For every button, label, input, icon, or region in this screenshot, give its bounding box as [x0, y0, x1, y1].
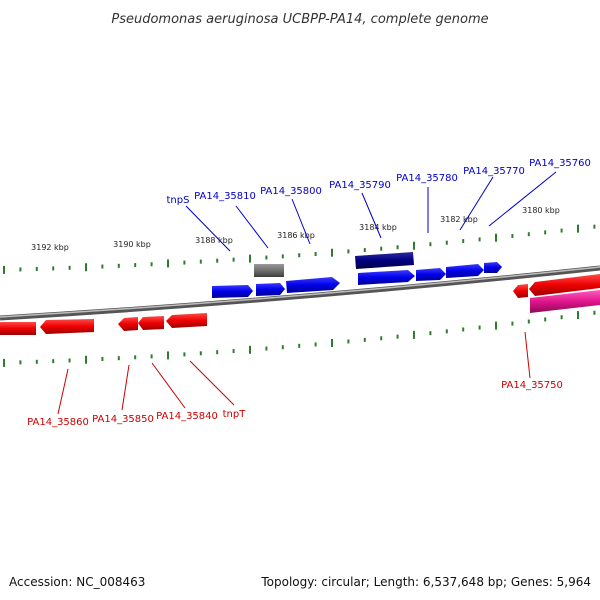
- gene-label-pa14-35850[interactable]: PA14_35850: [92, 414, 154, 425]
- gene-label-pa14-35760[interactable]: PA14_35760: [529, 158, 591, 169]
- forward-genes: [212, 252, 502, 298]
- gene-arrow-pa14-35750[interactable]: [529, 274, 600, 296]
- genome-backbone-highlight: [0, 266, 600, 318]
- gene-label-pa14-35810[interactable]: PA14_35810: [194, 191, 256, 202]
- scale-label-3190: 3190 kbp: [113, 240, 151, 249]
- gene-label-pa14-35790[interactable]: PA14_35790: [329, 180, 391, 191]
- gene-label-pa14-35840[interactable]: PA14_35840: [156, 411, 218, 422]
- gene-label-tnpt[interactable]: tnpT: [223, 409, 247, 420]
- gene-arrow-pa14-35770[interactable]: [446, 264, 484, 278]
- gene-label-pa14-35770[interactable]: PA14_35770: [463, 166, 525, 177]
- gene-label-pa14-35860[interactable]: PA14_35860: [27, 417, 89, 428]
- scale-label-3186: 3186 kbp: [277, 231, 315, 240]
- bottom-label-leaders: [57, 331, 531, 415]
- gene-arrow-pa14-35800[interactable]: [286, 277, 340, 293]
- gene-arrow-pa14-35760[interactable]: [484, 262, 502, 273]
- genome-summary-text: Topology: circular; Length: 6,537,648 bp…: [260, 575, 591, 589]
- gene-box-tnps[interactable]: [254, 264, 284, 277]
- genome-title: Pseudomonas aeruginosa UCBPP-PA14, compl…: [111, 12, 488, 27]
- scale-label-3182: 3182 kbp: [440, 215, 478, 224]
- gene-arrow-tnpt[interactable]: [166, 313, 207, 328]
- top-label-leaders: [185, 171, 557, 252]
- gene-arrow-pa14-35780[interactable]: [416, 268, 446, 281]
- gene-arrow-pa14-35790[interactable]: [358, 270, 415, 285]
- gene-arrow-pa14-35840[interactable]: [138, 316, 164, 330]
- accession-text: Accession: NC_008463: [9, 575, 145, 589]
- reverse-genes: [0, 274, 600, 335]
- gene-label-pa14-35800[interactable]: PA14_35800: [260, 186, 322, 197]
- gene-arrow-pa14-35860[interactable]: [40, 319, 94, 334]
- gene-arrow-pa14-35810[interactable]: [256, 283, 285, 296]
- scale-label-3188: 3188 kbp: [195, 236, 233, 245]
- gene-label-pa14-35780[interactable]: PA14_35780: [396, 173, 458, 184]
- gene-label-tnps[interactable]: tnpS: [167, 195, 190, 206]
- gene-box-dark[interactable]: [355, 252, 414, 269]
- gene-arrow-left-edge[interactable]: [0, 322, 36, 335]
- gene-arrow-pa14-35850[interactable]: [118, 317, 138, 331]
- gene-box-pa14-35750-rna[interactable]: [530, 290, 600, 313]
- scale-label-3180: 3180 kbp: [522, 206, 560, 215]
- gene-label-pa14-35750[interactable]: PA14_35750: [501, 380, 563, 391]
- gene-arrow-right-small[interactable]: [513, 284, 528, 298]
- scale-label-3192: 3192 kbp: [31, 243, 69, 252]
- gene-arrow-pa14-35830[interactable]: [212, 285, 253, 298]
- top-scale-ticks: [3, 224, 596, 274]
- genome-backbone: [0, 265, 600, 321]
- bottom-scale-ticks: [3, 310, 596, 367]
- scale-label-3184: 3184 kbp: [359, 223, 397, 232]
